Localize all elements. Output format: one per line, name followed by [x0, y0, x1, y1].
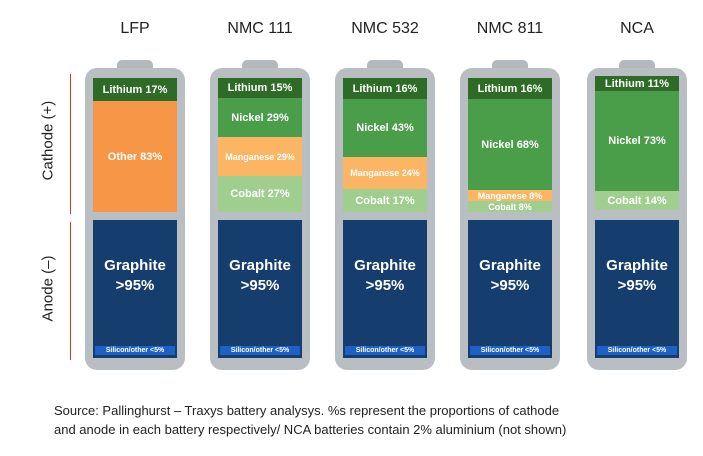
cathode-segment: Cobalt 27%: [218, 176, 302, 212]
cathode-segment: Lithium 17%: [93, 78, 177, 101]
graphite-percent: >95%: [115, 277, 155, 294]
battery: Lithium 17% Other 83% Graphite >95% Silicon/…: [85, 60, 185, 370]
source-line-1: Source: Pallinghurst – Traxys battery an…: [54, 403, 560, 418]
cathode-segment: Nickel 43%: [343, 99, 427, 157]
battery-shell: Lithium 16% Nickel 43% Manganese 24% Cobalt…: [335, 68, 435, 370]
cathode-segment: Manganese 29%: [218, 137, 302, 176]
cathode-segment: Lithium 16%: [468, 78, 552, 99]
anode-cell: Graphite >95% Silicon/other <5%: [343, 220, 427, 358]
cathode-segment: Other 83%: [93, 101, 177, 212]
battery: Lithium 16% Nickel 43% Manganese 24% Cobalt…: [335, 60, 435, 370]
anode-cell: Graphite >95% Silicon/other <5%: [468, 220, 552, 358]
graphite-percent: >95%: [490, 277, 530, 294]
anode-cell: Graphite >95% Silicon/other <5%: [218, 220, 302, 358]
cathode-cell: Lithium 16% Nickel 43% Manganese 24% Cobalt…: [343, 78, 427, 212]
cathode-segment: Cobalt 17%: [343, 189, 427, 212]
cathode-segment: Cobalt 8%: [468, 201, 552, 212]
battery-shell: Lithium 11% Nickel 73% Cobalt 14% Graphite >…: [587, 68, 687, 370]
graphite-name: Graphite: [104, 257, 166, 274]
anode-axis-line: [70, 222, 71, 360]
graphite-percent: >95%: [365, 277, 405, 294]
anode-axis-label: Anode (–): [39, 255, 57, 322]
graphite-name: Graphite: [354, 257, 416, 274]
battery-shell: Lithium 17% Other 83% Graphite >95% Silicon/…: [85, 68, 185, 370]
silicon-label: Silicon/other <5%: [220, 346, 300, 355]
battery-shell: Lithium 16% Nickel 68% Manganese 8% Cobalt …: [460, 68, 560, 370]
silicon-label: Silicon/other <5%: [597, 346, 677, 355]
cathode-cell: Lithium 11% Nickel 73% Cobalt 14%: [595, 76, 679, 210]
anode-graphite-label: Graphite >95%: [93, 256, 177, 296]
anode-graphite-label: Graphite >95%: [218, 256, 302, 296]
silicon-label: Silicon/other <5%: [345, 346, 425, 355]
anode-graphite-label: Graphite >95%: [468, 256, 552, 296]
silicon-label: Silicon/other <5%: [95, 346, 175, 355]
anode-graphite-label: Graphite >95%: [343, 256, 427, 296]
anode-cell: Graphite >95% Silicon/other <5%: [595, 220, 679, 358]
graphite-percent: >95%: [617, 277, 657, 294]
battery: Lithium 16% Nickel 68% Manganese 8% Cobalt …: [460, 60, 560, 370]
cathode-axis-line: [70, 74, 71, 214]
battery-title: NMC 532: [351, 20, 419, 37]
cathode-segment: Nickel 73%: [595, 91, 679, 191]
battery-shell: Lithium 15% Nickel 29% Manganese 29% Cobalt…: [210, 68, 310, 370]
graphite-percent: >95%: [240, 277, 280, 294]
source-line-2: and anode in each battery respectively/ …: [54, 422, 567, 437]
cathode-segment: Cobalt 14%: [595, 191, 679, 210]
silicon-label: Silicon/other <5%: [470, 346, 550, 355]
cathode-cell: Lithium 15% Nickel 29% Manganese 29% Cobalt…: [218, 78, 302, 212]
battery-title: LFP: [120, 20, 150, 37]
graphite-name: Graphite: [606, 257, 668, 274]
battery-title: NCA: [620, 20, 654, 37]
anode-graphite-label: Graphite >95%: [595, 256, 679, 296]
battery: Lithium 11% Nickel 73% Cobalt 14% Graphite >…: [587, 60, 687, 370]
cathode-segment: Nickel 29%: [218, 98, 302, 137]
graphite-name: Graphite: [479, 257, 541, 274]
cathode-segment: Lithium 16%: [343, 78, 427, 99]
battery-title: NMC 811: [476, 20, 544, 37]
cathode-cell: Lithium 17% Other 83%: [93, 78, 177, 212]
graphite-name: Graphite: [229, 257, 291, 274]
cathode-segment: Manganese 8%: [468, 190, 552, 201]
cathode-segment: Nickel 68%: [468, 99, 552, 190]
cathode-axis-label: Cathode (+): [39, 100, 57, 181]
source-note: Source: Pallinghurst – Traxys battery an…: [54, 401, 694, 439]
cathode-cell: Lithium 16% Nickel 68% Manganese 8% Cobalt …: [468, 78, 552, 212]
battery: Lithium 15% Nickel 29% Manganese 29% Cobalt…: [210, 60, 310, 370]
cathode-segment: Manganese 24%: [343, 157, 427, 189]
cathode-segment: Lithium 15%: [218, 78, 302, 98]
cathode-segment: Lithium 11%: [595, 76, 679, 91]
anode-cell: Graphite >95% Silicon/other <5%: [93, 220, 177, 358]
battery-title: NMC 111: [227, 20, 293, 37]
